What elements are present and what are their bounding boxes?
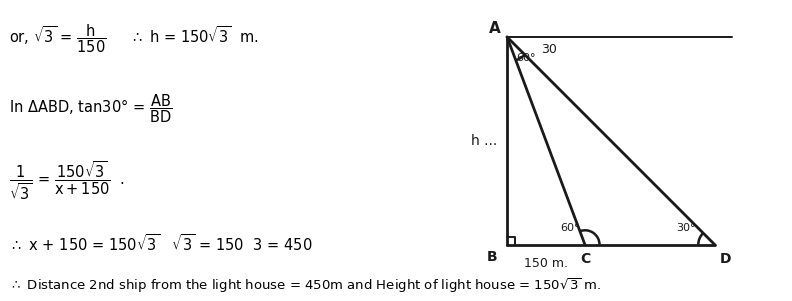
Text: C: C — [580, 252, 590, 266]
Text: $\therefore$ Distance 2nd ship from the light house = 450m and Height of light h: $\therefore$ Distance 2nd ship from the … — [9, 277, 601, 295]
Text: h ...: h ... — [471, 134, 497, 148]
Text: D: D — [720, 252, 731, 266]
Text: 30: 30 — [541, 43, 557, 56]
Text: $\dfrac{1}{\sqrt{3}}$ = $\dfrac{150\sqrt{3}}{\mathrm{x+150}}$  .: $\dfrac{1}{\sqrt{3}}$ = $\dfrac{150\sqrt… — [9, 160, 124, 202]
Text: B: B — [487, 250, 498, 264]
Text: 60°: 60° — [561, 223, 581, 233]
Text: 150 m.: 150 m. — [524, 257, 568, 270]
Text: A: A — [489, 21, 501, 36]
Text: 60°: 60° — [516, 53, 535, 63]
Text: $\therefore$ x + 150 = 150$\sqrt{3}$   $\sqrt{3}$ = 150  3 = 450: $\therefore$ x + 150 = 150$\sqrt{3}$ $\s… — [9, 233, 312, 254]
Text: 30°: 30° — [676, 223, 695, 233]
Text: In $\Delta$ABD, tan30° = $\dfrac{\mathrm{AB}}{\mathrm{BD}}$: In $\Delta$ABD, tan30° = $\dfrac{\mathrm… — [9, 92, 173, 125]
Text: or, $\sqrt{3}$ = $\dfrac{\mathrm{h}}{150}$     $\therefore$ h = 150$\sqrt{3}$  m: or, $\sqrt{3}$ = $\dfrac{\mathrm{h}}{150… — [9, 23, 258, 55]
